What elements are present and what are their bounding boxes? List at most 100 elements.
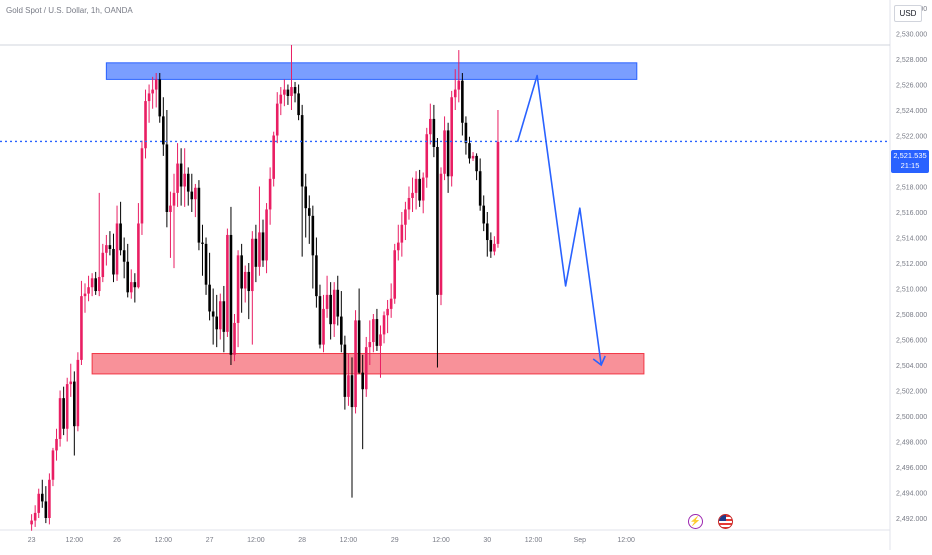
price-axis[interactable]: 2,492.000 2,494.000 2,496.000 2,498.000 2,50…	[896, 6, 927, 523]
candle-body	[208, 284, 211, 312]
candle-body	[286, 89, 290, 96]
candle-body	[461, 80, 464, 123]
candle-body	[272, 135, 275, 179]
price-tick-label: 2,512.000	[896, 261, 927, 268]
us-flag-event-icon[interactable]	[718, 514, 733, 529]
candle-body	[101, 252, 105, 278]
candle-body	[218, 301, 222, 330]
candle-body	[162, 116, 165, 145]
candle-body	[186, 173, 190, 192]
candle-body	[165, 144, 169, 212]
candle-body	[421, 177, 425, 201]
time-tick-label: 27	[206, 537, 214, 544]
zones[interactable]	[91, 62, 645, 375]
candle-body	[204, 243, 208, 285]
candle-body	[215, 316, 219, 330]
price-tick-label: 2,494.000	[896, 491, 927, 498]
lightning-event-icon[interactable]: ⚡	[688, 514, 703, 529]
candle-body	[443, 130, 446, 174]
price-tick-label: 2,498.000	[896, 440, 927, 447]
candle-body	[325, 294, 329, 309]
candle-body	[133, 282, 137, 288]
candle-body	[69, 381, 73, 385]
price-tick-label: 2,508.000	[896, 312, 927, 319]
candle-body	[489, 240, 493, 252]
candle-body	[73, 381, 76, 427]
candle-body	[30, 520, 33, 525]
time-tick-label: 26	[113, 537, 121, 544]
price-tick-label: 2,492.000	[896, 516, 927, 523]
candle-body	[236, 255, 240, 323]
support-zone	[91, 353, 645, 375]
time-tick-label: 29	[391, 537, 399, 544]
candle-body	[379, 334, 382, 346]
candle-body	[496, 141, 500, 244]
candle-body	[332, 289, 336, 325]
candle-body	[33, 512, 37, 521]
candle-body	[347, 375, 350, 397]
price-tick-label: 2,504.000	[896, 363, 927, 370]
candle-body	[65, 384, 69, 429]
time-tick-label: 12:00	[155, 537, 173, 544]
candle-body	[37, 493, 41, 513]
candle-body	[425, 134, 429, 178]
candle-body	[194, 187, 197, 200]
time-tick-label: 12:00	[340, 537, 358, 544]
candle-body	[172, 192, 176, 206]
candle-body	[318, 296, 322, 345]
time-tick-label: 12:00	[525, 537, 543, 544]
candle-body	[322, 308, 325, 345]
price-tick-label: 2,524.000	[896, 108, 927, 115]
candle-body	[357, 320, 361, 373]
projection-arrowhead	[592, 355, 606, 367]
candle-body	[115, 223, 119, 275]
candle-body	[300, 115, 304, 187]
time-tick-label: Sep	[574, 537, 587, 544]
bar-countdown: 21:15	[900, 161, 920, 170]
candle-body	[83, 293, 87, 297]
candle-body	[201, 242, 204, 244]
candle-body	[407, 197, 411, 210]
candle-body	[290, 87, 293, 96]
candle-body	[190, 191, 194, 200]
candle-body	[375, 319, 379, 346]
candle-body	[361, 372, 364, 390]
time-tick-label: 28	[298, 537, 306, 544]
candle-body	[268, 178, 272, 210]
candle-body	[112, 248, 115, 275]
time-axis[interactable]: 23 12:00 26 12:00 27 12:00 28 12:00 29 12:00 30 12:…	[28, 537, 635, 544]
candle-body	[468, 143, 471, 159]
projection-path[interactable]	[516, 74, 606, 367]
candle-body	[62, 398, 65, 429]
candle-body	[436, 146, 439, 295]
candle-body	[485, 223, 489, 241]
candle-body	[418, 178, 421, 201]
candle-body	[137, 223, 140, 288]
price-tick-label: 2,502.000	[896, 389, 927, 396]
currency-selector[interactable]: USD	[894, 5, 922, 22]
candle-body	[179, 163, 183, 187]
candle-body	[211, 311, 215, 317]
price-tick-label: 2,528.000	[896, 57, 927, 64]
candle-body	[315, 255, 318, 297]
candle-body	[55, 438, 58, 451]
candle-body	[482, 205, 486, 224]
candle-body	[261, 232, 265, 261]
candle-body	[275, 103, 279, 136]
candle-body	[197, 187, 201, 243]
candle-body	[233, 322, 236, 355]
candle-body	[386, 308, 389, 316]
candle-body	[432, 118, 436, 147]
symbol-legend: Gold Spot / U.S. Dollar, 1h, OANDA	[6, 6, 133, 15]
candle-body	[307, 208, 311, 216]
candle-body	[90, 278, 94, 288]
candle-body	[343, 344, 347, 397]
candle-body	[105, 245, 108, 253]
candle-body	[396, 242, 400, 251]
candle-body	[265, 209, 268, 261]
candle-body	[58, 398, 62, 439]
candle-body	[229, 234, 233, 355]
candle-body	[243, 271, 247, 289]
